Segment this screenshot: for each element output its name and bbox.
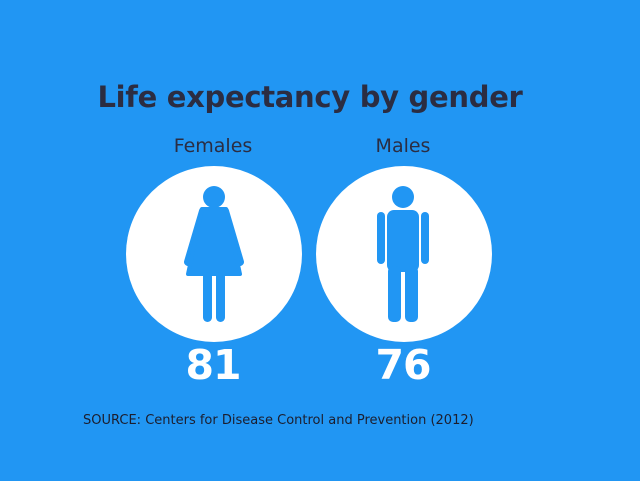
males-label: Males: [375, 135, 431, 157]
males-circle: [316, 166, 492, 342]
male-figure-icon: [377, 186, 429, 322]
source-note: SOURCE: Centers for Disease Control and …: [83, 413, 474, 428]
females-value: 81: [185, 341, 241, 389]
chart-title: Life expectancy by gender: [97, 80, 523, 114]
females-label: Females: [173, 135, 253, 157]
female-figure-icon: [184, 186, 244, 322]
males-value: 76: [375, 341, 431, 389]
females-circle: [126, 166, 302, 342]
